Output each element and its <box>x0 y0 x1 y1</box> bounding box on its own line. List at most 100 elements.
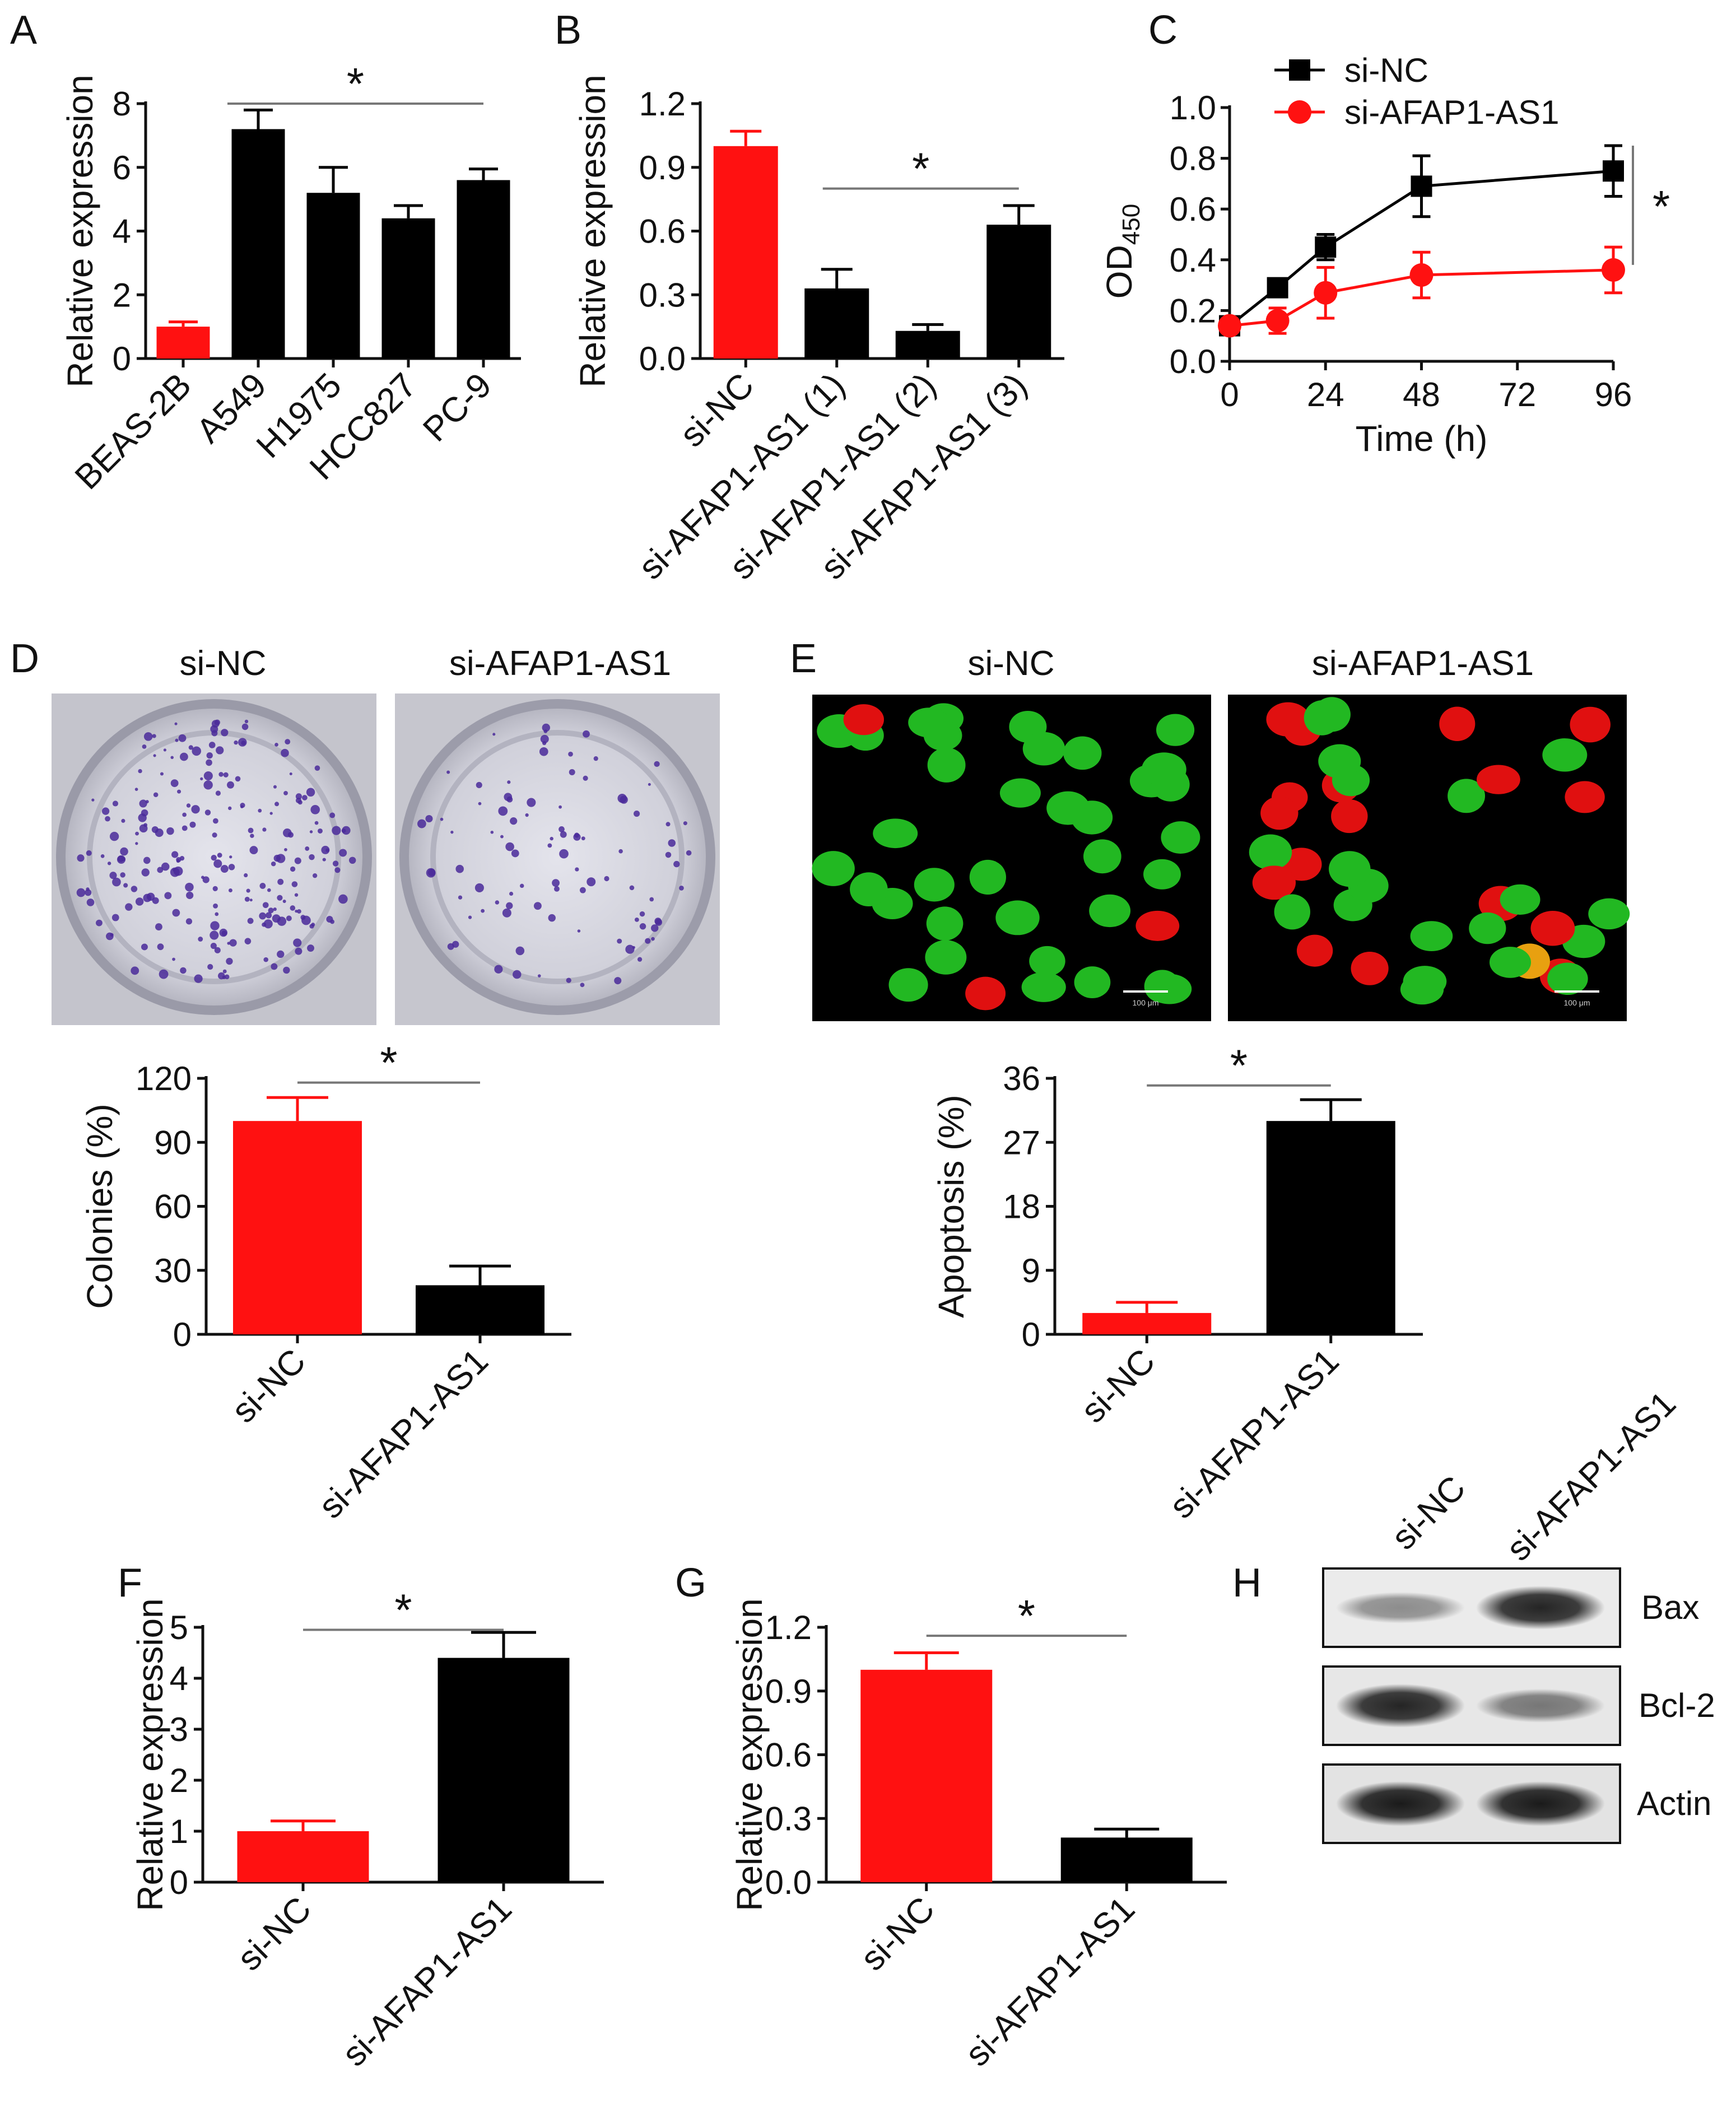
colony-dot <box>490 830 494 834</box>
colony-dot <box>283 966 290 974</box>
colony-dot <box>295 947 302 955</box>
colony-dot <box>507 780 511 784</box>
colony-dot <box>141 943 148 951</box>
colony-dot <box>542 723 551 732</box>
cell <box>1403 966 1447 997</box>
colony-dot <box>235 776 241 782</box>
colony-dot <box>212 886 218 892</box>
cell <box>995 900 1040 935</box>
y-tick-label-a: 6 <box>113 149 131 187</box>
colony-dot <box>625 944 635 954</box>
panel-label-c: C <box>1148 8 1177 53</box>
x-tick-label-c: 72 <box>1498 376 1536 413</box>
colony-dot <box>476 781 482 789</box>
cell <box>1074 966 1111 998</box>
data-point-si-nc <box>1411 175 1432 197</box>
colony-dot <box>334 867 341 873</box>
colony-dot <box>240 802 245 808</box>
colony-dot <box>259 912 267 920</box>
colony-dot <box>305 846 310 851</box>
colony-dot <box>228 806 232 811</box>
cell <box>1274 894 1311 930</box>
colony-dot <box>283 828 292 837</box>
colony-dot <box>77 854 85 862</box>
colony-dot <box>285 739 291 745</box>
colony-dot <box>269 812 273 815</box>
panel-label-b: B <box>555 8 581 53</box>
colony-dot <box>274 742 278 747</box>
y-tick-label-c: 0.8 <box>1170 140 1216 178</box>
colony-dot <box>634 917 639 922</box>
y-axis-title-g: Relative expression <box>729 1598 770 1911</box>
y-tick-label-e: 18 <box>1003 1188 1040 1226</box>
colony-dot <box>152 734 156 738</box>
y-tick-label-g: 0.0 <box>765 1864 812 1901</box>
colony-dot <box>495 900 500 905</box>
cell <box>1304 700 1341 736</box>
colony-dot <box>618 849 623 854</box>
colony-dot <box>152 897 159 904</box>
colony-dot <box>76 888 86 897</box>
colony-dot <box>182 812 187 817</box>
colony-dot <box>686 850 692 856</box>
x-axis-title-c: Time (h) <box>1356 418 1488 459</box>
panel-label-g: G <box>675 1561 706 1605</box>
colony-dot <box>100 854 105 858</box>
cell <box>1089 894 1131 928</box>
colony-dot <box>294 893 299 897</box>
cell <box>908 707 950 738</box>
cell <box>1588 898 1630 930</box>
bar-a-a549 <box>231 129 285 359</box>
image-title-d-si-afap1: si-AFAP1-AS1 <box>449 644 671 683</box>
colony-dot <box>159 969 169 979</box>
colony-dot <box>332 860 339 867</box>
colony-dot <box>332 826 341 835</box>
colony-dot <box>121 818 125 823</box>
y-tick-label-b: 0.3 <box>639 276 686 314</box>
y-tick-label-d: 120 <box>136 1060 192 1097</box>
colony-dot <box>123 883 128 888</box>
y-tick-label-g: 0.6 <box>765 1737 812 1774</box>
significance-star-a: * <box>347 59 364 109</box>
colony-dot <box>317 828 323 834</box>
colony-dot <box>272 914 281 923</box>
colony-dot <box>189 821 196 828</box>
cell <box>1144 970 1181 1003</box>
y-tick-label-e: 27 <box>1003 1124 1040 1161</box>
significance-star-c: * <box>1653 181 1670 231</box>
bar-e-si-nc <box>1082 1312 1212 1334</box>
cell <box>1570 706 1611 743</box>
colony-dot <box>446 770 450 774</box>
cell <box>1542 738 1588 772</box>
cell <box>1161 821 1200 854</box>
y-tick-label-e: 36 <box>1003 1060 1040 1097</box>
x-tick-label-c: 0 <box>1220 376 1239 413</box>
category-label-f-si-nc: si-NC <box>230 1889 319 1978</box>
colony-dot <box>203 780 213 790</box>
colony-dot <box>142 744 147 749</box>
y-tick-label-b: 0.9 <box>639 149 686 187</box>
colony-dot <box>212 832 217 838</box>
colony-dot <box>200 777 203 781</box>
blot-lane-si-afap1: si-AFAP1-AS1 <box>1499 1384 1683 1568</box>
cell <box>965 976 1006 1011</box>
colony-dot <box>250 834 254 838</box>
image-title-d-si-nc: si-NC <box>180 644 267 683</box>
colony-dot <box>228 864 235 871</box>
colony-dot <box>639 911 645 917</box>
colony-dot <box>112 800 119 807</box>
colony-dot <box>339 849 347 857</box>
colony-dot <box>160 772 164 776</box>
cell <box>925 940 967 975</box>
colony-dot <box>295 793 302 800</box>
colony-dot <box>314 821 319 825</box>
colony-dot <box>109 831 119 841</box>
cell <box>1135 910 1180 941</box>
colony-dot <box>109 872 117 879</box>
y-tick-label-c: 0.0 <box>1170 343 1216 380</box>
colony-dot <box>559 805 562 809</box>
scale-bar-label-si-nc: 100 μm <box>1133 998 1159 1007</box>
bar-d-si-afap1-as1 <box>416 1285 544 1334</box>
colony-dot <box>105 816 110 822</box>
